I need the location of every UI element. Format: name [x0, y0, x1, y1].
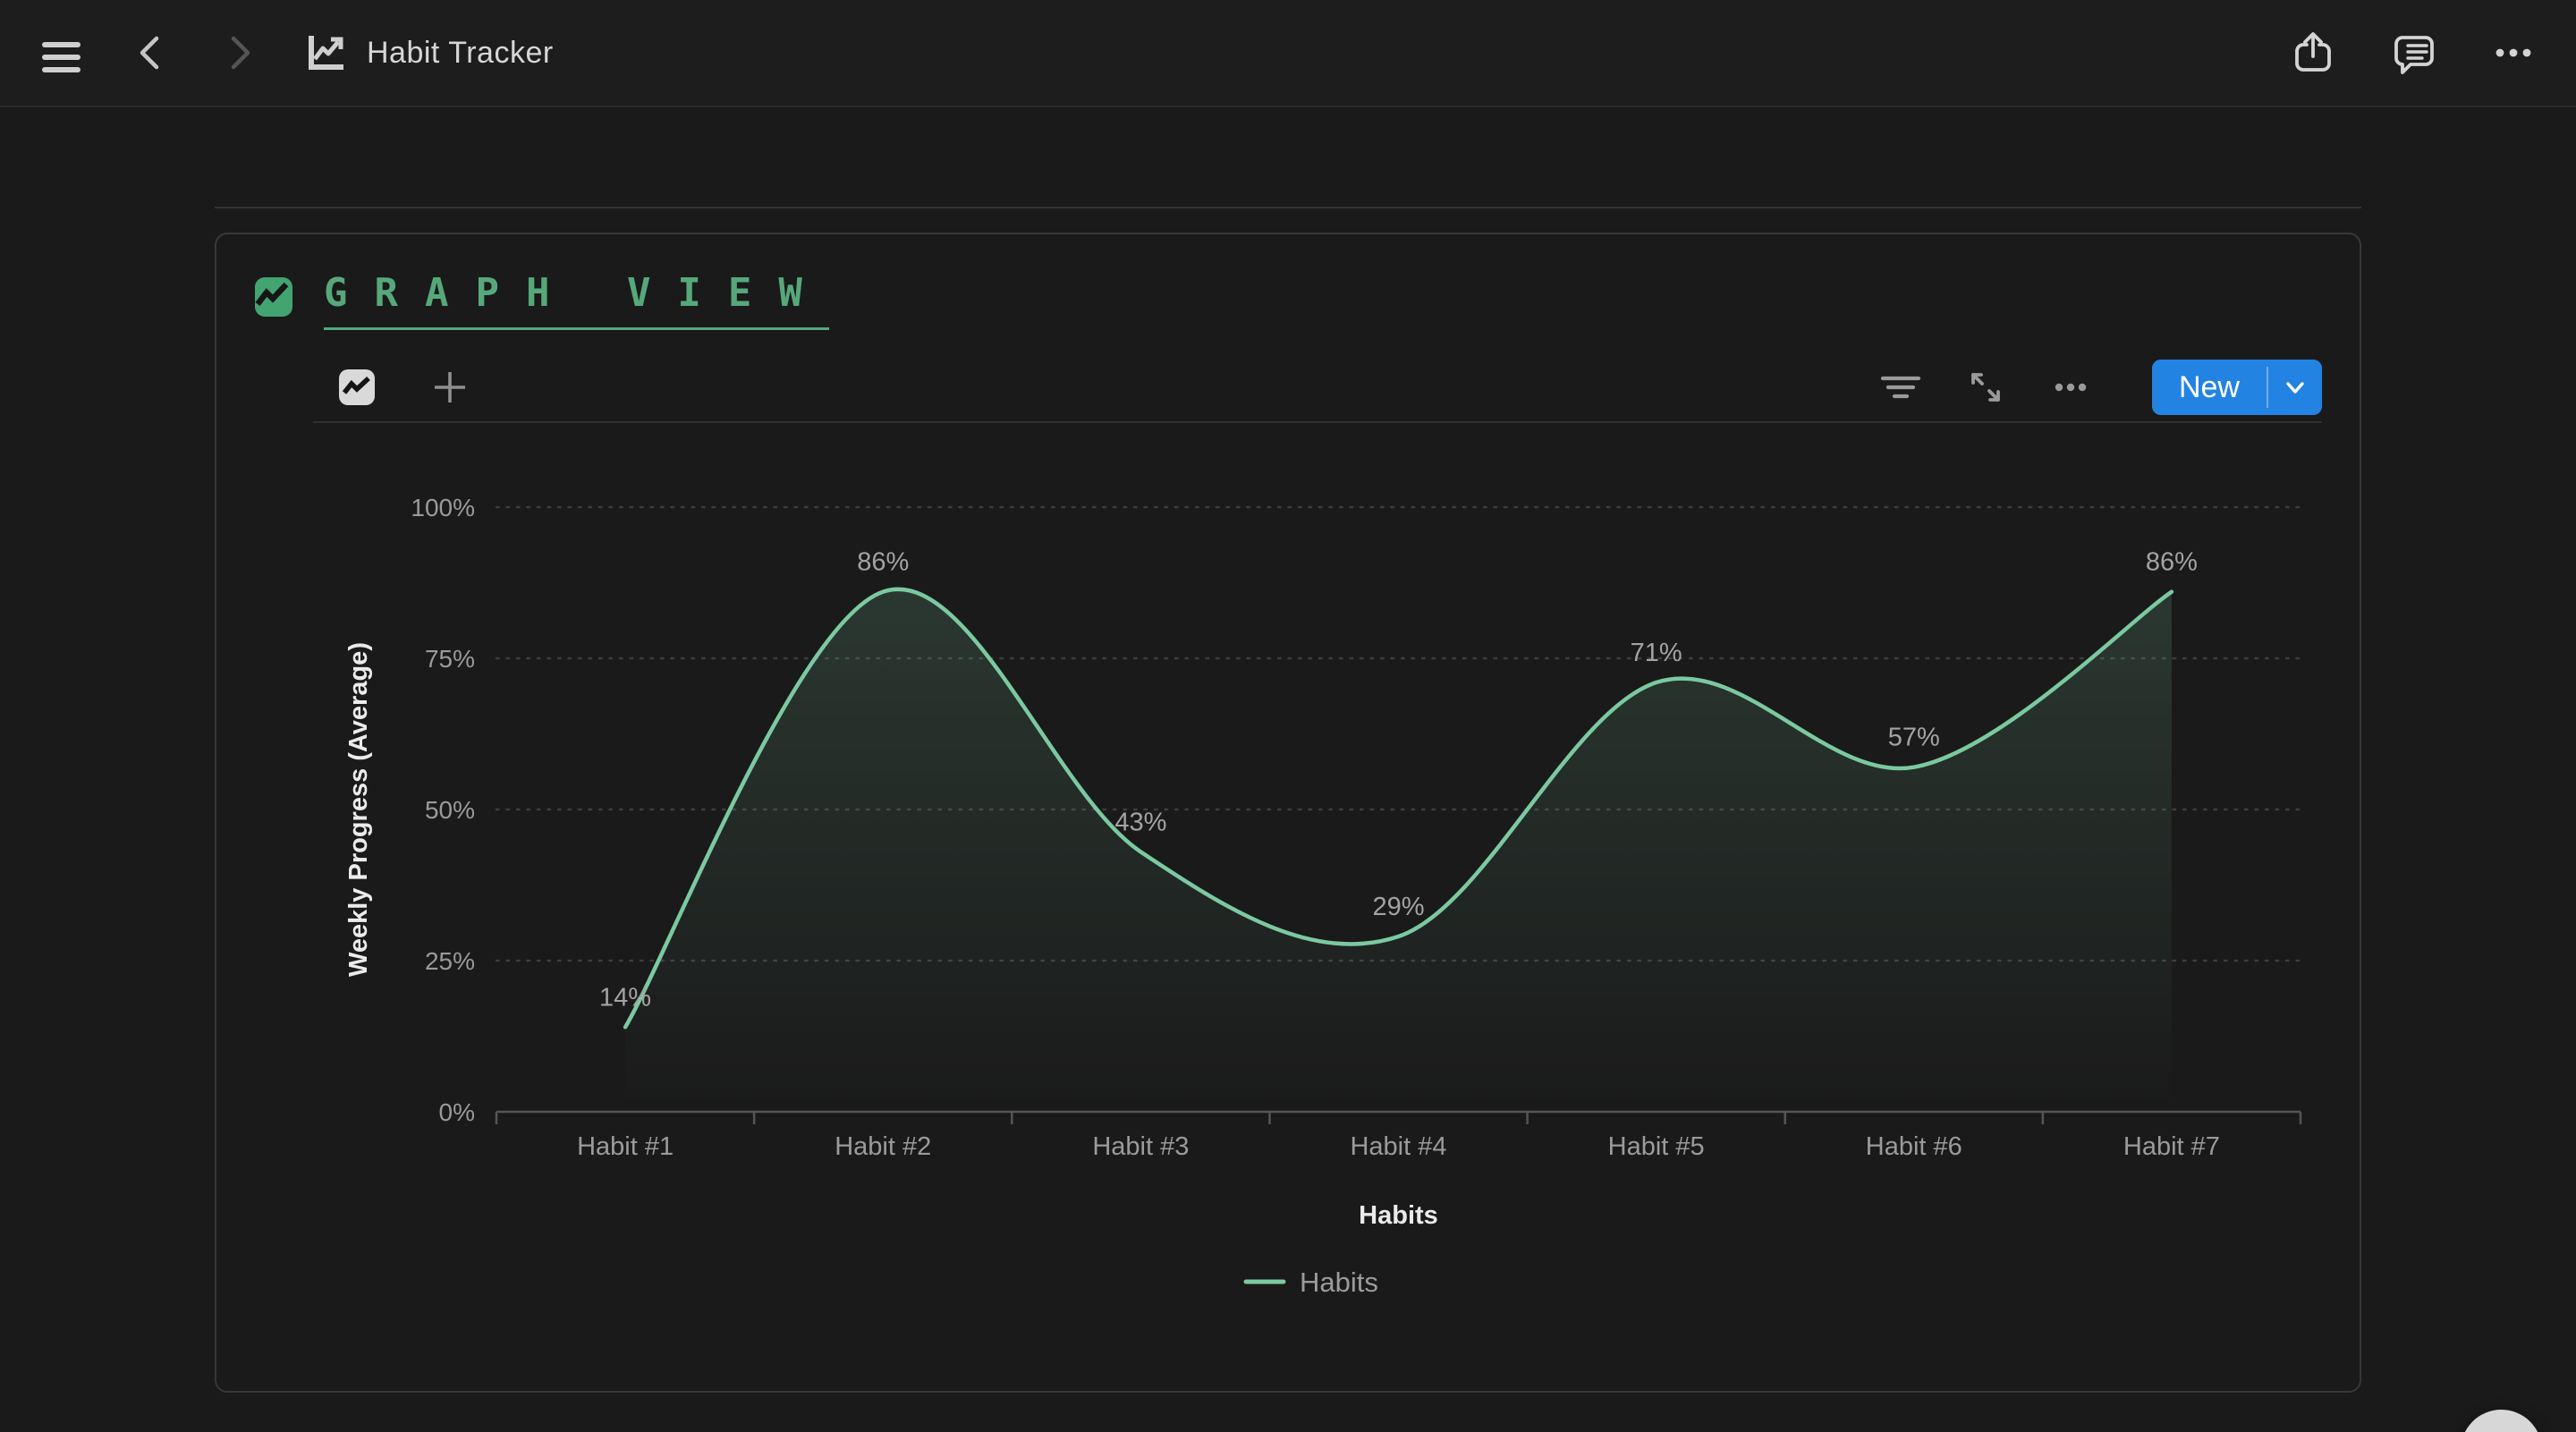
chart-view-tab[interactable] [331, 361, 383, 413]
area-fill [625, 589, 2172, 1112]
forward-button[interactable] [213, 24, 265, 81]
button-separator [2267, 367, 2268, 408]
page-body: GRAPH VIEW [0, 207, 2576, 1432]
plus-icon [435, 372, 465, 402]
topbar-right [2283, 22, 2544, 83]
new-split-button: New [2151, 360, 2322, 415]
data-label: 86% [2146, 548, 2198, 577]
x-tick-label: Habit #6 [1866, 1132, 1962, 1161]
chart-area: 0% 25% 50% 75% 100% 14% 86% 43% 29% 71% 57% 86% Habi… [313, 423, 2322, 1331]
chart-view-icon [339, 369, 375, 405]
x-axis-title: Habits [1359, 1201, 1438, 1230]
view-actions: New [1873, 360, 2322, 415]
add-view-button[interactable] [426, 363, 474, 411]
x-tick-label: Habit #7 [2123, 1132, 2220, 1161]
habits-line-chart: 0% 25% 50% 75% 100% 14% 86% 43% 29% 71% 57% 86% Habi… [344, 494, 2302, 1298]
new-button[interactable]: New [2151, 360, 2267, 415]
y-axis-title: Weekly Progress (Average) [344, 642, 373, 977]
legend-label: Habits [1300, 1267, 1378, 1298]
view-tabs [331, 361, 474, 413]
x-tick-label: Habit #2 [835, 1132, 931, 1161]
chevron-right-icon [231, 36, 250, 70]
data-label: 86% [857, 548, 909, 577]
line-chart-icon [309, 36, 343, 70]
back-button[interactable] [125, 24, 177, 81]
chevron-left-icon [140, 36, 159, 70]
ellipsis-icon [2055, 383, 2087, 392]
ai-assistant-button[interactable] [2461, 1410, 2542, 1432]
more-button[interactable] [2483, 22, 2544, 83]
view-toolbar: New [313, 360, 2322, 423]
notion-ai-face-icon [2475, 1424, 2529, 1432]
y-tick-label: 100% [411, 494, 475, 521]
page-title: Habit Tracker [367, 35, 554, 70]
data-label: 29% [1372, 893, 1424, 921]
collection-view: New 0% 25% 50% 75% 100% 14% 86% 43 [313, 360, 2322, 1331]
series-line [623, 587, 2174, 1030]
data-label: 43% [1114, 808, 1166, 836]
x-tick-label: Habit #4 [1350, 1132, 1446, 1161]
filter-icon [1880, 376, 1921, 399]
x-tick-label: Habit #1 [577, 1132, 674, 1161]
menu-icon[interactable] [32, 24, 89, 81]
chart-increasing-emoji [255, 277, 292, 317]
y-tick-label: 50% [425, 796, 475, 824]
ellipsis-icon [2496, 48, 2531, 57]
data-label: 71% [1631, 639, 1682, 667]
data-label: 57% [1888, 724, 1940, 752]
expand-button[interactable] [1959, 360, 2012, 414]
new-dropdown-button[interactable] [2268, 360, 2322, 415]
card-heading: GRAPH VIEW [254, 274, 2322, 330]
topbar: Habit Tracker [0, 0, 2576, 107]
graph-view-card: GRAPH VIEW [215, 233, 2361, 1393]
breadcrumb[interactable]: Habit Tracker [304, 31, 554, 74]
comments-button[interactable] [2383, 22, 2444, 83]
divider [215, 207, 2361, 208]
view-more-button[interactable] [2043, 361, 2098, 413]
x-tick-label: Habit #5 [1608, 1132, 1705, 1161]
y-tick-label: 0% [439, 1098, 475, 1126]
graph-view-heading: GRAPH VIEW [324, 274, 829, 330]
expand-icon [1971, 373, 2000, 402]
page-content: GRAPH VIEW [215, 207, 2361, 1393]
x-tick-label: Habit #3 [1092, 1132, 1189, 1161]
y-tick-label: 25% [425, 947, 475, 975]
share-icon [2295, 32, 2331, 72]
chevron-down-icon [2286, 382, 2304, 394]
filter-button[interactable] [1873, 361, 1928, 413]
data-label: 14% [599, 983, 651, 1012]
hamburger-icon [42, 42, 80, 72]
share-button[interactable] [2283, 22, 2343, 83]
comments-icon [2394, 36, 2434, 74]
topbar-left [32, 24, 265, 81]
y-tick-label: 75% [425, 645, 475, 673]
